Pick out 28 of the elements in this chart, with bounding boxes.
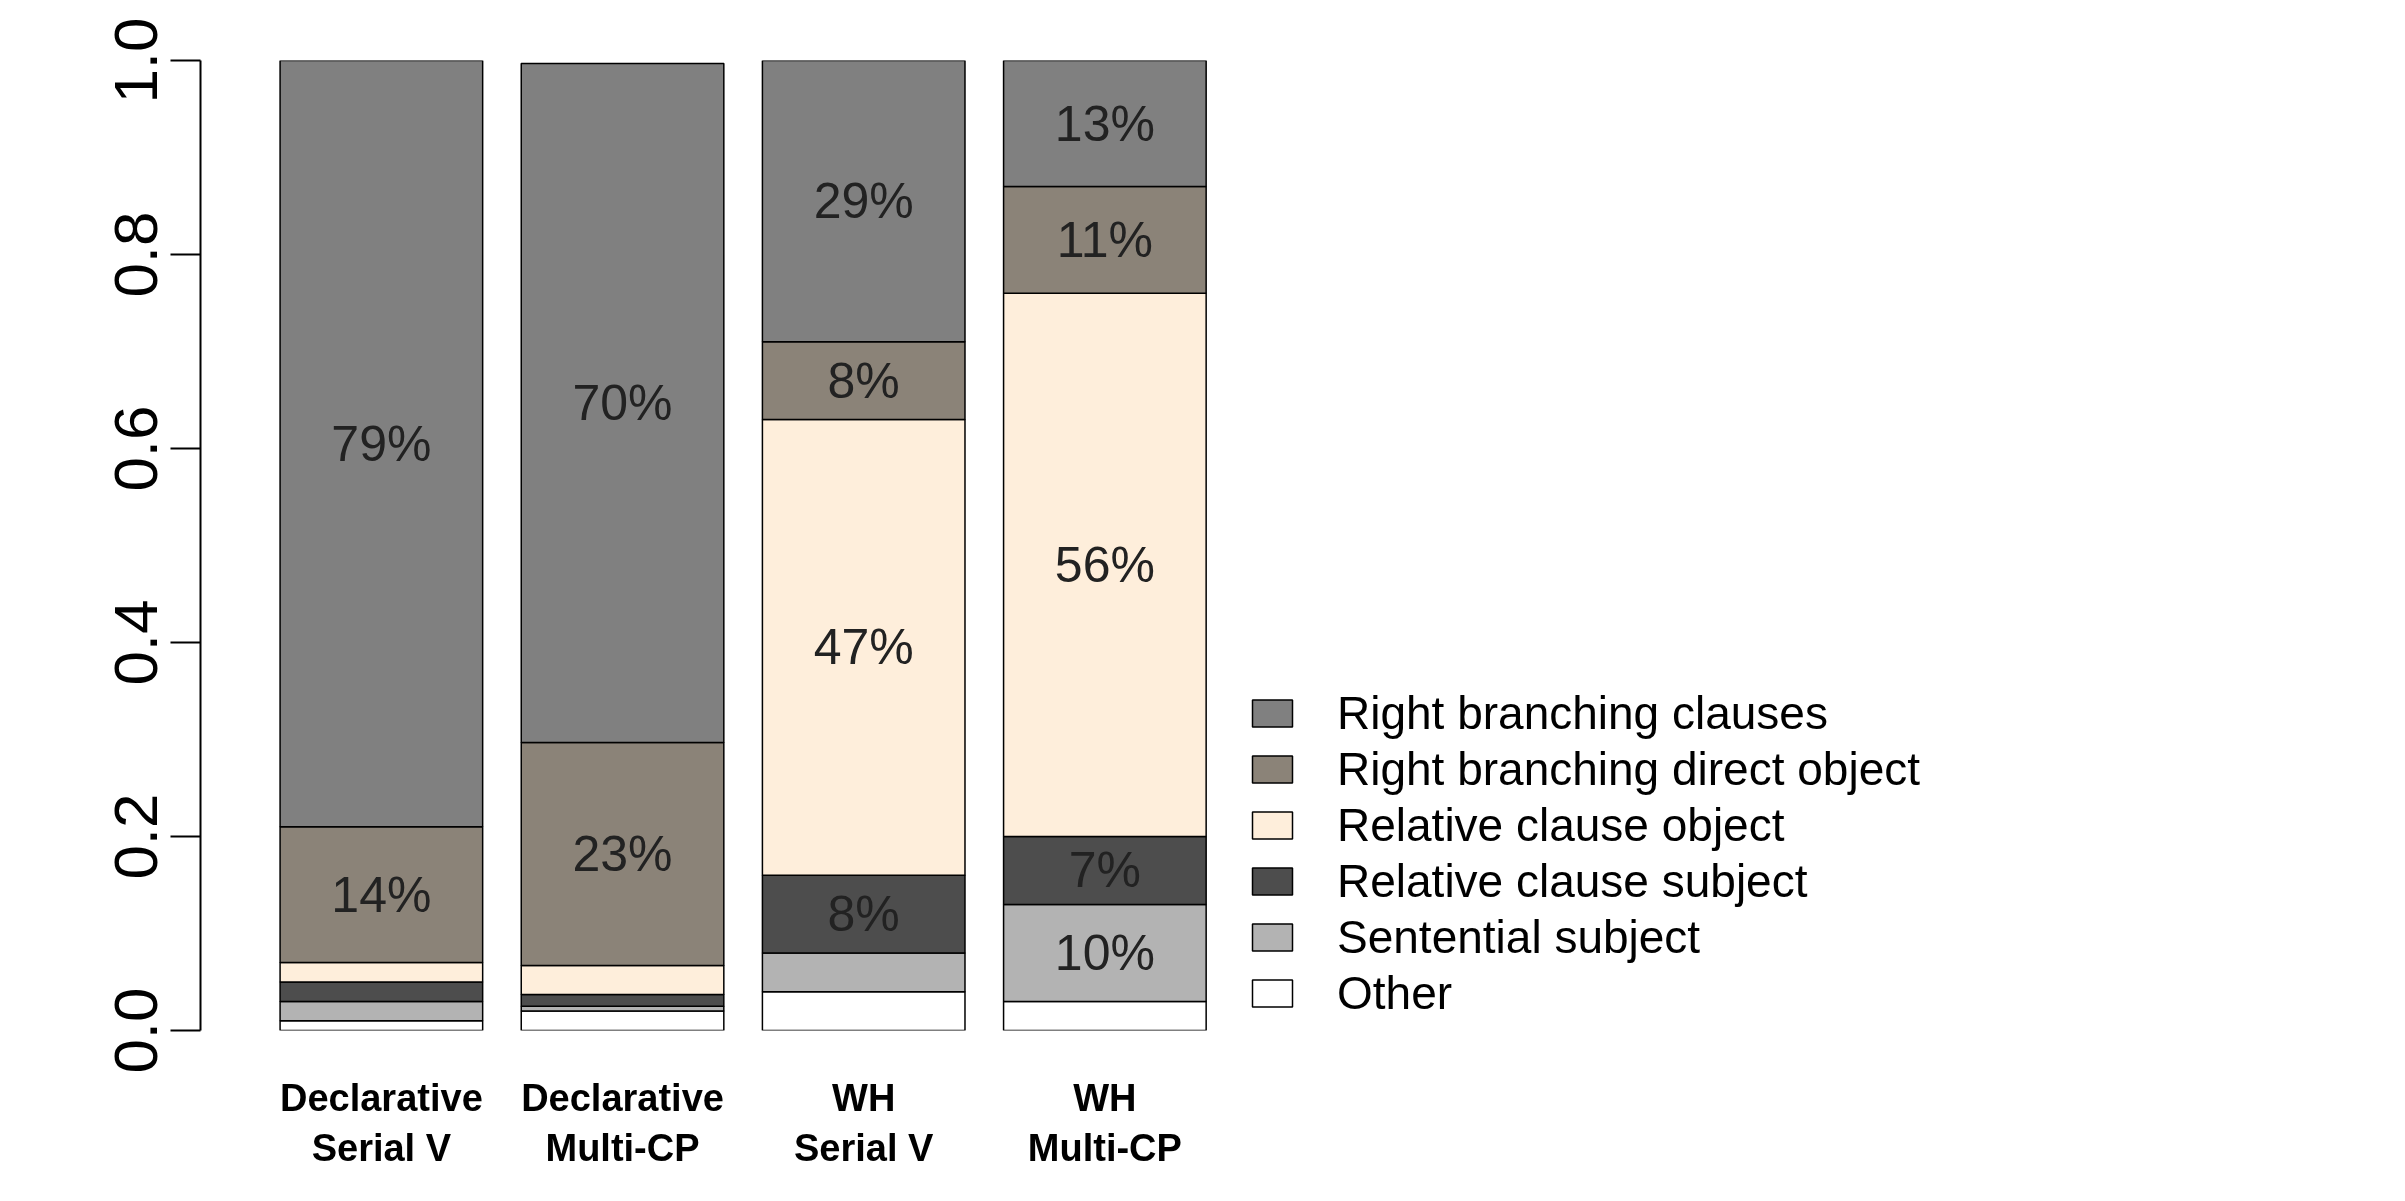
- x-tick-label: WH Multi-CP: [1027, 1076, 1182, 1169]
- legend-label: Other: [1337, 966, 1453, 1020]
- data-label: 14%: [331, 866, 432, 923]
- data-label: 11%: [1056, 211, 1154, 268]
- data-label: 47%: [813, 619, 914, 676]
- data-label: 8%: [827, 352, 900, 409]
- bar: [520, 1010, 725, 1031]
- x-tick-label: Declarative Multi-CP: [521, 1076, 724, 1169]
- data-label: 70%: [572, 374, 673, 431]
- y-tick-label: 1.0: [100, 17, 170, 104]
- legend-label: Relative clause subject: [1337, 854, 1808, 908]
- legend-label: Right branching direct object: [1337, 742, 1920, 796]
- legend-label: Sentential subject: [1337, 910, 1701, 964]
- data-label: 13%: [1054, 95, 1155, 152]
- data-label: 56%: [1054, 536, 1155, 593]
- y-tick-label: 0.8: [100, 211, 170, 298]
- x-tick-label: Declarative Serial V: [279, 1076, 483, 1169]
- data-label: 79%: [331, 415, 432, 472]
- y-tick-label: 0.6: [100, 405, 170, 492]
- legend-label: Right branching clauses: [1337, 686, 1828, 740]
- x-tick-label: WH Serial V: [793, 1076, 935, 1169]
- data-label: 10%: [1054, 924, 1155, 981]
- y-tick-label: 0.0: [100, 987, 170, 1074]
- y-tick-label: 0.4: [100, 599, 170, 686]
- y-tick-label: 0.2: [100, 793, 170, 880]
- data-label: 29%: [813, 173, 914, 230]
- legend-label: Relative clause object: [1337, 798, 1785, 852]
- data-label: 23%: [572, 825, 673, 882]
